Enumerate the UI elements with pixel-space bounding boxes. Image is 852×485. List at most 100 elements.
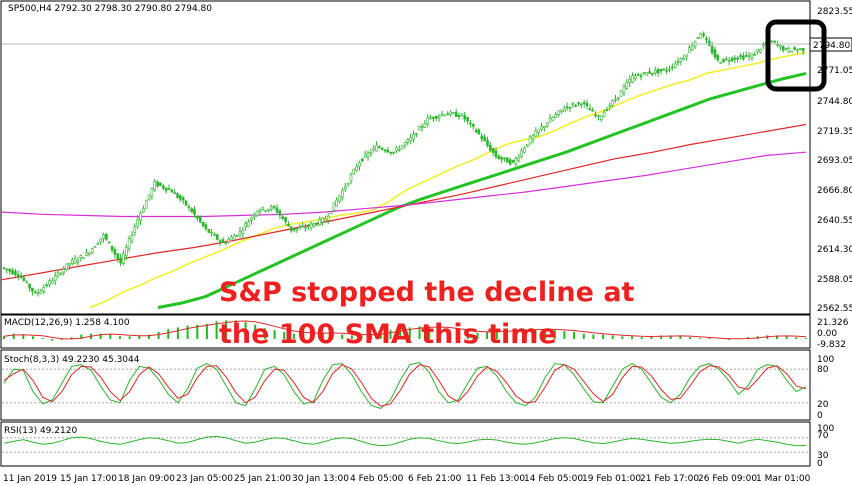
price-candle	[525, 144, 529, 147]
stoch-main-line	[3, 361, 807, 409]
price-candle	[554, 114, 558, 118]
price-candle	[150, 188, 154, 197]
x-tick-label: 30 Jan 13:00	[292, 474, 349, 484]
price-candle	[73, 258, 77, 264]
price-tick-label: 2823.55	[817, 7, 852, 17]
price-candle	[113, 249, 117, 255]
price-candle	[233, 235, 236, 241]
price-candle	[545, 122, 549, 127]
price-candle	[682, 58, 686, 60]
stoch-signal-line	[3, 364, 807, 407]
price-candle	[16, 274, 20, 277]
price-candle	[343, 186, 347, 190]
price-candle	[335, 199, 339, 207]
x-tick-label: 4 Feb 05:00	[350, 474, 404, 484]
price-candle	[537, 129, 541, 133]
price-candle	[119, 257, 122, 264]
price-candle	[577, 102, 580, 104]
price-tick-label: 2666.80	[817, 186, 852, 196]
price-candle	[523, 147, 526, 153]
price-candle	[651, 72, 654, 75]
price-candle	[201, 221, 205, 227]
current-price-label: 2794.80	[813, 41, 850, 51]
price-candle	[392, 151, 395, 154]
macd-tick-label: -9.832	[817, 340, 846, 350]
price-candle	[451, 112, 455, 115]
price-candle	[127, 238, 131, 249]
price-candle	[616, 97, 620, 99]
price-candle	[53, 275, 57, 282]
price-candle	[2, 267, 6, 269]
price-candle	[446, 113, 450, 116]
price-candle	[781, 46, 785, 51]
price-candle	[230, 236, 233, 240]
price-candle	[147, 194, 151, 200]
price-candle	[400, 145, 404, 150]
price-candle	[71, 259, 74, 264]
price-candle	[449, 111, 452, 116]
price-candle	[673, 63, 677, 68]
price-candle	[480, 135, 484, 140]
price-candle	[304, 227, 307, 229]
price-candle	[50, 280, 54, 284]
price-candle	[329, 211, 333, 214]
price-candle	[534, 130, 538, 137]
price-candle	[796, 49, 799, 52]
price-candle	[466, 117, 469, 122]
price-candle	[434, 116, 438, 119]
price-candle	[207, 229, 211, 233]
stoch-tick-label: 20	[817, 400, 829, 410]
price-candle	[716, 55, 720, 61]
price-candle	[11, 269, 14, 275]
price-candle	[699, 33, 703, 39]
price-candle	[426, 117, 430, 125]
price-candle	[517, 156, 521, 161]
price-candle	[238, 231, 242, 235]
price-candle	[378, 146, 381, 149]
price-candle	[636, 74, 640, 76]
price-candle	[298, 227, 302, 230]
price-candle	[432, 116, 435, 119]
price-candle	[389, 151, 393, 154]
price-candle	[136, 218, 139, 227]
price-candle	[477, 129, 481, 135]
price-candle	[386, 149, 390, 153]
price-candle	[25, 281, 29, 284]
macd-label: MACD(12,26,9) 1.258 4.100	[4, 318, 130, 328]
price-candle	[198, 216, 202, 223]
price-candle	[48, 280, 51, 286]
price-candle	[742, 55, 745, 60]
price-candle	[14, 270, 17, 275]
price-candle	[341, 190, 344, 198]
price-candle	[380, 147, 384, 150]
price-candle	[383, 149, 387, 152]
price-candle	[275, 207, 279, 213]
price-candle	[500, 157, 504, 160]
price-candle	[28, 283, 31, 289]
price-candle	[631, 75, 634, 83]
price-candle	[506, 157, 509, 163]
stoch-tick-label: 80	[817, 365, 829, 375]
rsi-tick-label: 70	[817, 431, 829, 441]
price-candle	[608, 105, 612, 108]
price-candle	[423, 123, 427, 128]
price-candle	[491, 148, 495, 154]
price-candle	[247, 221, 250, 228]
stoch-tick-label: 100	[817, 355, 834, 365]
price-candle	[622, 86, 626, 94]
x-tick-label: 18 Jan 09:00	[118, 474, 175, 484]
price-candle	[105, 234, 108, 240]
price-candle	[494, 150, 498, 158]
price-candle	[639, 75, 643, 77]
price-candle	[352, 169, 356, 175]
price-candle	[332, 202, 336, 211]
price-tick-label: 2562.55	[817, 304, 852, 314]
price-candle	[406, 139, 410, 143]
price-candle	[776, 44, 779, 47]
annotation-line-2: the 100 SMA this time	[219, 319, 557, 350]
price-candle	[224, 242, 228, 245]
chart-title: SP500,H4 2792.30 2798.30 2790.80 2794.80	[8, 4, 212, 14]
macd-tick-label: 0.00	[817, 329, 837, 339]
price-candle	[79, 255, 83, 259]
